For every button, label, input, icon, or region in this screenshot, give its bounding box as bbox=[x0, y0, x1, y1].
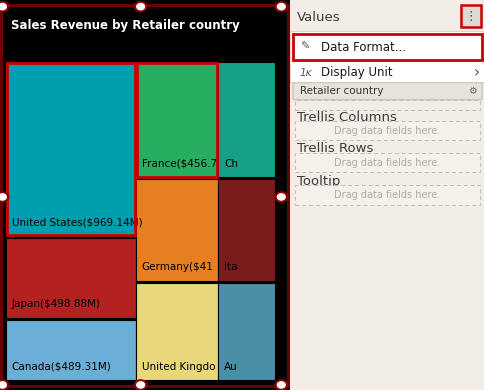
Text: France($456.7: France($456.7 bbox=[141, 159, 216, 169]
Text: Retailer country: Retailer country bbox=[299, 86, 382, 96]
FancyBboxPatch shape bbox=[218, 62, 275, 177]
Circle shape bbox=[134, 380, 147, 390]
Circle shape bbox=[274, 380, 287, 390]
FancyBboxPatch shape bbox=[6, 320, 136, 380]
FancyBboxPatch shape bbox=[136, 283, 218, 380]
Text: Germany($41: Germany($41 bbox=[141, 262, 213, 272]
Text: United Kingdo: United Kingdo bbox=[141, 362, 215, 372]
FancyBboxPatch shape bbox=[292, 83, 481, 100]
Text: Canada($489.31M): Canada($489.31M) bbox=[12, 362, 111, 372]
Circle shape bbox=[0, 194, 6, 200]
FancyBboxPatch shape bbox=[6, 238, 136, 318]
FancyBboxPatch shape bbox=[294, 185, 479, 205]
Circle shape bbox=[0, 380, 9, 390]
Circle shape bbox=[134, 2, 147, 12]
Circle shape bbox=[274, 2, 287, 12]
Text: Ch: Ch bbox=[224, 159, 238, 169]
Circle shape bbox=[136, 382, 144, 388]
FancyBboxPatch shape bbox=[136, 179, 218, 281]
FancyBboxPatch shape bbox=[0, 0, 289, 390]
Circle shape bbox=[277, 4, 285, 10]
Text: Trellis Rows: Trellis Rows bbox=[297, 142, 373, 156]
Text: Data Format...: Data Format... bbox=[320, 41, 405, 54]
Text: ⋮: ⋮ bbox=[464, 10, 476, 23]
Text: Values: Values bbox=[297, 11, 340, 24]
FancyBboxPatch shape bbox=[218, 179, 275, 281]
FancyBboxPatch shape bbox=[460, 5, 480, 27]
Text: Display Unit: Display Unit bbox=[320, 66, 392, 80]
Text: ✎: ✎ bbox=[299, 42, 308, 52]
Text: Trellis Columns: Trellis Columns bbox=[297, 111, 396, 124]
FancyBboxPatch shape bbox=[218, 283, 275, 380]
Text: United States($969.14M): United States($969.14M) bbox=[12, 217, 142, 227]
FancyBboxPatch shape bbox=[136, 62, 218, 177]
FancyBboxPatch shape bbox=[2, 4, 287, 57]
Text: Drag data fields here.: Drag data fields here. bbox=[333, 190, 440, 200]
Text: Ita: Ita bbox=[224, 262, 237, 272]
FancyBboxPatch shape bbox=[289, 31, 484, 82]
FancyBboxPatch shape bbox=[294, 153, 479, 172]
Text: ›: › bbox=[472, 66, 478, 80]
Text: Drag data fields here.: Drag data fields here. bbox=[333, 126, 440, 136]
FancyBboxPatch shape bbox=[294, 121, 479, 140]
FancyBboxPatch shape bbox=[6, 62, 136, 236]
Text: Sales Revenue by Retailer country: Sales Revenue by Retailer country bbox=[11, 19, 239, 32]
Circle shape bbox=[0, 4, 6, 10]
FancyBboxPatch shape bbox=[289, 0, 484, 390]
Text: 1ᴋ: 1ᴋ bbox=[299, 68, 312, 78]
Text: Japan($498.88M): Japan($498.88M) bbox=[12, 299, 101, 309]
Text: Drag data fields here.: Drag data fields here. bbox=[333, 158, 440, 168]
Text: Au: Au bbox=[224, 362, 237, 372]
Circle shape bbox=[0, 2, 9, 12]
Circle shape bbox=[277, 194, 285, 200]
Circle shape bbox=[277, 382, 285, 388]
Text: ⚙: ⚙ bbox=[467, 86, 476, 96]
Text: Tooltip: Tooltip bbox=[297, 175, 340, 188]
Circle shape bbox=[0, 192, 9, 202]
Circle shape bbox=[136, 4, 144, 10]
Circle shape bbox=[0, 382, 6, 388]
Circle shape bbox=[274, 192, 287, 202]
FancyBboxPatch shape bbox=[292, 34, 481, 60]
